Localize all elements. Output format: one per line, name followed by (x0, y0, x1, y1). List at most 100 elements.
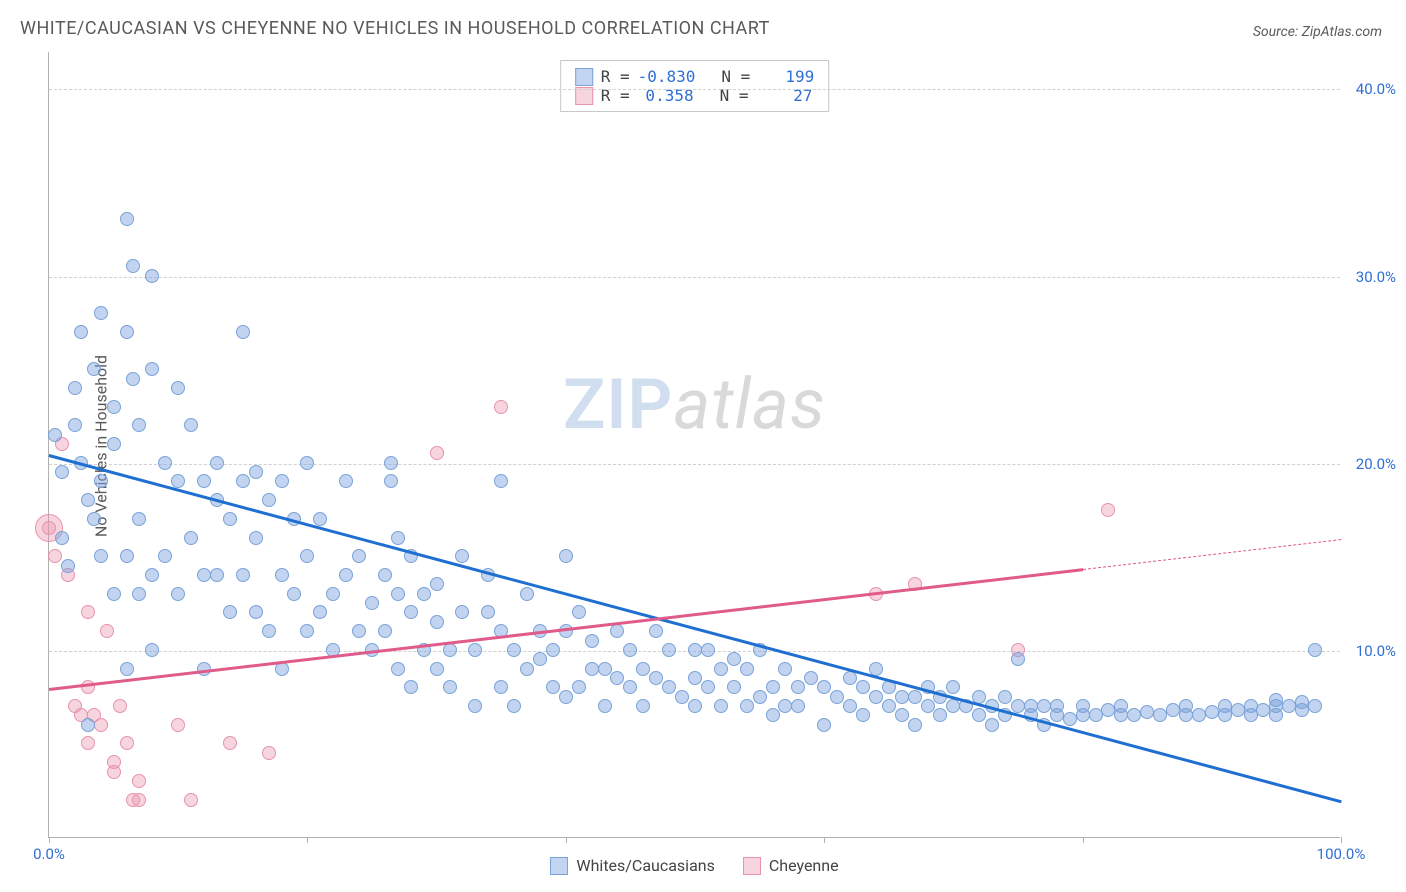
y-tick-label: 40.0% (1346, 80, 1396, 98)
data-point-whites (727, 680, 741, 694)
data-point-whites (921, 699, 935, 713)
data-point-whites (740, 662, 754, 676)
x-tick (824, 837, 825, 843)
data-point-cheyenne (81, 736, 95, 750)
data-point-whites (1205, 705, 1219, 719)
data-point-whites (107, 437, 121, 451)
legend-label: Cheyenne (769, 856, 839, 875)
data-point-whites (701, 643, 715, 657)
data-point-whites (126, 372, 140, 386)
data-point-whites (275, 568, 289, 582)
data-point-cheyenne (48, 549, 62, 563)
n-value: 199 (758, 67, 814, 86)
data-point-whites (430, 577, 444, 591)
data-point-whites (223, 605, 237, 619)
data-point-whites (946, 699, 960, 713)
trend-line-cheyenne (49, 569, 1083, 691)
data-point-whites (68, 381, 82, 395)
data-point-whites (145, 568, 159, 582)
data-point-whites (688, 643, 702, 657)
data-point-whites (753, 690, 767, 704)
n-label: N = (721, 67, 750, 86)
data-point-cheyenne (81, 605, 95, 619)
data-point-whites (791, 680, 805, 694)
data-point-whites (197, 474, 211, 488)
x-tick (1341, 837, 1342, 843)
data-point-whites (48, 428, 62, 442)
data-point-whites (1256, 703, 1270, 717)
data-point-whites (1153, 708, 1167, 722)
data-point-whites (546, 680, 560, 694)
data-point-whites (339, 568, 353, 582)
data-point-whites (610, 624, 624, 638)
data-point-whites (107, 587, 121, 601)
data-point-whites (494, 474, 508, 488)
stats-swatch (575, 68, 593, 86)
data-point-whites (908, 718, 922, 732)
data-point-cheyenne (171, 718, 185, 732)
data-point-whites (688, 699, 702, 713)
data-point-whites (766, 680, 780, 694)
data-point-whites (701, 680, 715, 694)
data-point-whites (533, 652, 547, 666)
data-point-whites (817, 680, 831, 694)
data-point-whites (985, 718, 999, 732)
data-point-whites (1050, 699, 1064, 713)
data-point-cheyenne (100, 624, 114, 638)
data-point-whites (404, 680, 418, 694)
source-name: ZipAtlas.com (1302, 24, 1382, 40)
data-point-whites (675, 690, 689, 704)
x-tick (1083, 837, 1084, 843)
data-point-whites (1295, 695, 1309, 709)
data-point-whites (300, 549, 314, 563)
data-point-whites (132, 587, 146, 601)
data-point-whites (856, 708, 870, 722)
data-point-whites (81, 718, 95, 732)
data-point-whites (313, 512, 327, 526)
source-attribution: Source: ZipAtlas.com (1253, 24, 1382, 40)
data-point-whites (869, 690, 883, 704)
data-point-whites (778, 662, 792, 676)
legend-item: Whites/Caucasians (550, 856, 714, 875)
data-point-cheyenne (113, 699, 127, 713)
data-point-whites (546, 643, 560, 657)
data-point-cheyenne (94, 718, 108, 732)
r-value: -0.830 (638, 67, 696, 86)
data-point-whites (384, 456, 398, 470)
data-point-cheyenne (107, 765, 121, 779)
watermark-atlas: atlas (673, 364, 826, 446)
data-point-whites (378, 624, 392, 638)
data-point-whites (145, 643, 159, 657)
series-legend: Whites/Caucasians Cheyenne (49, 856, 1340, 875)
data-point-whites (287, 587, 301, 601)
data-point-whites (572, 680, 586, 694)
data-point-whites (804, 671, 818, 685)
data-point-whites (339, 474, 353, 488)
data-point-cheyenne (132, 793, 146, 807)
gridline (49, 89, 1340, 90)
data-point-whites (120, 549, 134, 563)
data-point-whites (107, 400, 121, 414)
data-point-whites (1166, 703, 1180, 717)
data-point-whites (378, 568, 392, 582)
data-point-whites (1269, 693, 1283, 707)
legend-swatch (743, 857, 761, 875)
watermark: ZIPatlas (563, 364, 826, 446)
data-point-whites (326, 587, 340, 601)
data-point-whites (455, 549, 469, 563)
data-point-whites (262, 624, 276, 638)
data-point-whites (1024, 699, 1038, 713)
x-tick-label: 100.0% (1317, 845, 1366, 863)
data-point-whites (468, 643, 482, 657)
data-point-whites (365, 596, 379, 610)
correlation-stats-box: R =-0.830N =199R =0.358N =27 (560, 60, 830, 112)
data-point-whites (649, 624, 663, 638)
data-point-whites (662, 643, 676, 657)
data-point-whites (94, 306, 108, 320)
gridline (49, 464, 1340, 465)
data-point-whites (623, 680, 637, 694)
data-point-whites (572, 605, 586, 619)
data-point-whites (352, 624, 366, 638)
data-point-whites (559, 549, 573, 563)
data-point-whites (249, 605, 263, 619)
